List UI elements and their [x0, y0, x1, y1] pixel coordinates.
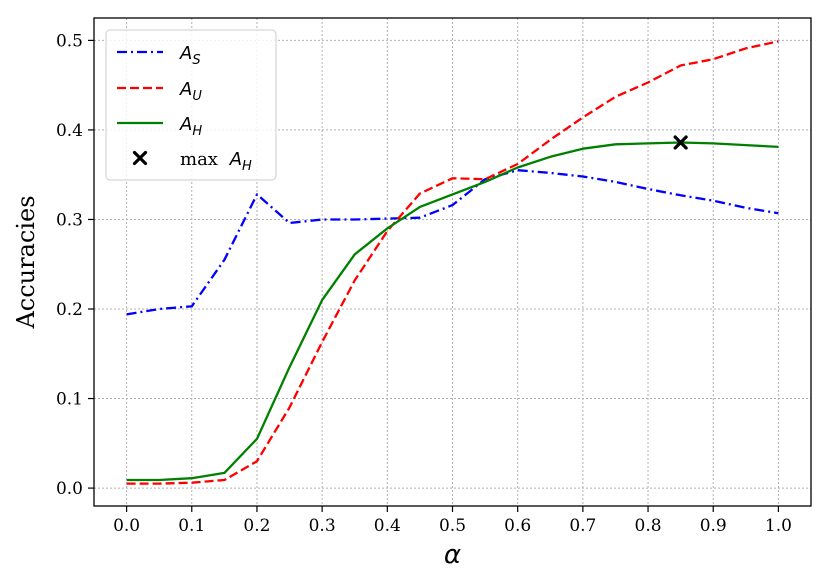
x-tick-label: 0.7 — [569, 516, 596, 536]
x-tick-label: 0.8 — [635, 516, 662, 536]
y-axis-title: Accuracies — [12, 195, 40, 329]
legend-label-u: AU — [179, 79, 202, 104]
marker-layer — [673, 135, 688, 150]
y-tick-label: 0.3 — [56, 210, 83, 230]
x-axis-title: α — [444, 540, 461, 570]
legend: AS AU AH max AH — [105, 29, 277, 181]
x-tick-label: 0.0 — [113, 516, 140, 536]
grid — [94, 18, 811, 506]
x-tick-label: 0.6 — [504, 516, 531, 536]
legend-box — [105, 29, 277, 181]
x-tick-label: 0.1 — [178, 516, 205, 536]
legend-label-h: AH — [179, 114, 202, 139]
x-tick-label: 0.3 — [309, 516, 336, 536]
y-tick-label: 0.5 — [56, 31, 83, 51]
x-tick-label: 0.5 — [439, 516, 466, 536]
x-axis-ticks: 0.0 0.1 0.2 0.3 0.4 0.5 0.6 0.7 0.8 0.9 1.0 — [113, 506, 792, 536]
x-tick-label: 0.9 — [700, 516, 727, 536]
legend-label-max: max AH — [180, 149, 252, 174]
y-tick-label: 0.1 — [56, 390, 83, 410]
max-marker — [673, 135, 688, 150]
legend-label-s: AS — [179, 43, 201, 68]
y-tick-label: 0.0 — [56, 479, 83, 499]
y-axis-ticks: 0.0 0.1 0.2 0.3 0.4 0.5 — [56, 31, 94, 499]
x-tick-label: 0.2 — [243, 516, 270, 536]
series-lines — [126, 40, 779, 485]
series-line-h — [126, 141, 779, 482]
series-line-u — [126, 40, 779, 485]
y-tick-label: 0.4 — [56, 121, 83, 141]
series-line-s — [126, 169, 779, 316]
x-tick-label: 1.0 — [765, 516, 792, 536]
legend-swatch-max — [132, 150, 148, 166]
x-tick-label: 0.4 — [374, 516, 401, 536]
y-tick-label: 0.2 — [56, 300, 83, 320]
